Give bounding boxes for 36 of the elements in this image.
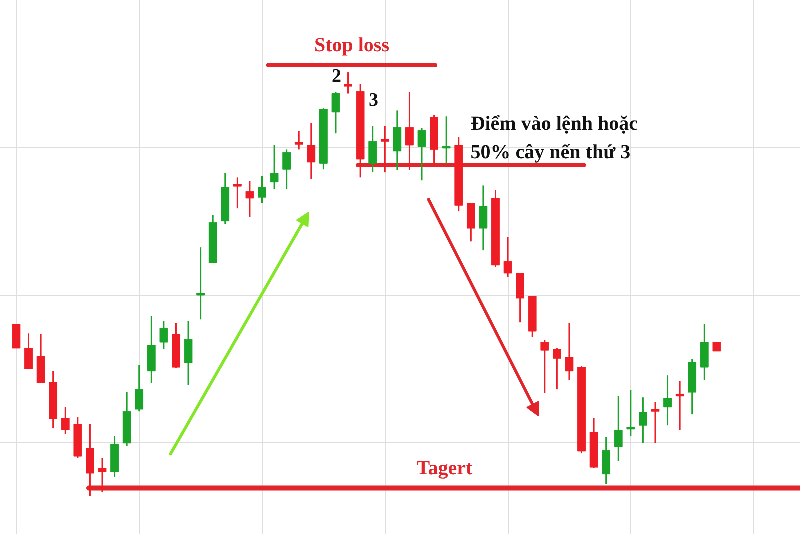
candlestick [565,322,574,381]
candlestick [651,402,660,444]
candlestick [294,130,304,150]
ref-line-label: Tagert [416,457,474,480]
candlestick [344,72,352,94]
ref-line-label: Stop loss [314,34,390,56]
candlestick [135,364,144,412]
candlestick [393,110,402,172]
candlestick [602,436,611,486]
candlestick [282,148,292,190]
candlestick [626,390,636,437]
candlestick [418,128,426,182]
candlestick [160,320,168,350]
candlestick [184,320,193,386]
candlestick [196,246,205,320]
candlestick [368,126,378,174]
candlestick [61,406,70,436]
candlestick [332,92,340,134]
candlestick [246,180,254,218]
candlestick [233,176,242,210]
candlestick [664,374,672,426]
candlestick [639,396,648,444]
candlestick [24,332,33,370]
candlestick [614,396,623,462]
annotation: 2 [332,66,342,88]
candlestick [442,116,451,164]
annotation: 3 [368,90,378,112]
candlestick [676,380,684,431]
candlestick [504,236,512,278]
candlestick [307,122,316,180]
annotation: Điểm vào lệnh hoặc 50% cây nến thứ 3 [470,112,638,164]
candlestick [270,144,279,190]
candlestick [553,348,562,390]
candlestick [540,340,550,394]
candlestick [258,176,266,204]
candlestick [479,184,488,252]
